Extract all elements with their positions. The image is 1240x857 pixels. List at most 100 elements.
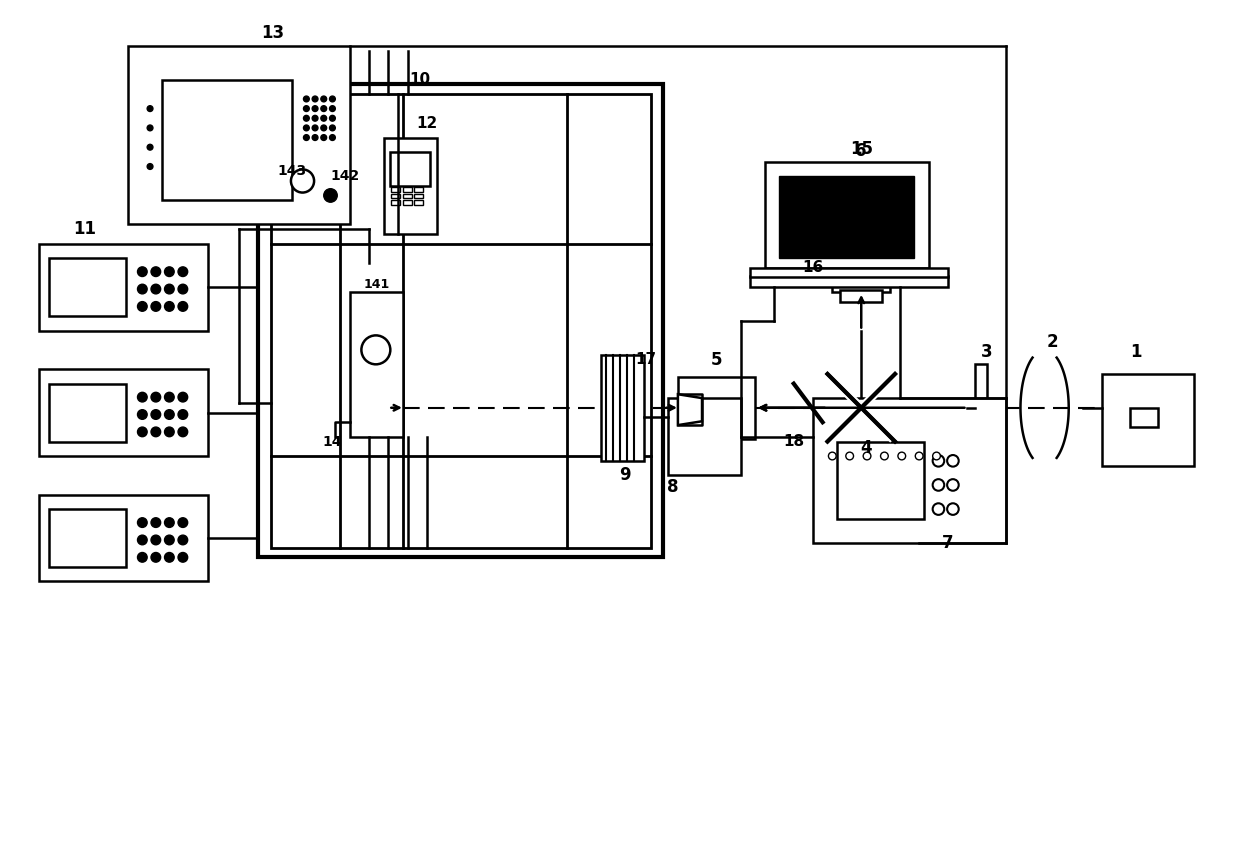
Circle shape [932, 452, 940, 460]
Circle shape [330, 135, 335, 141]
Circle shape [330, 125, 335, 131]
Circle shape [179, 410, 187, 419]
Bar [813, 399, 1006, 542]
Circle shape [324, 189, 337, 202]
Text: 16: 16 [802, 261, 823, 275]
Circle shape [165, 410, 174, 419]
Circle shape [165, 302, 174, 311]
Text: 2: 2 [1047, 333, 1058, 351]
Circle shape [179, 302, 187, 311]
Bar [832, 166, 890, 292]
Text: 6: 6 [856, 142, 867, 160]
Circle shape [179, 518, 187, 527]
Text: 141: 141 [363, 278, 389, 291]
Circle shape [932, 503, 944, 515]
Circle shape [947, 455, 959, 466]
Bar [1102, 374, 1194, 465]
Bar [161, 80, 291, 201]
Circle shape [321, 96, 326, 102]
Text: 8: 8 [667, 478, 678, 496]
Bar [839, 290, 883, 302]
Circle shape [148, 144, 153, 150]
Circle shape [138, 518, 148, 527]
Text: 143: 143 [278, 165, 306, 178]
Circle shape [846, 452, 853, 460]
Circle shape [321, 135, 326, 141]
Text: 7: 7 [942, 534, 954, 552]
Text: 17: 17 [635, 352, 657, 367]
Circle shape [151, 267, 161, 277]
Polygon shape [750, 268, 949, 278]
Text: 13: 13 [262, 24, 284, 42]
Circle shape [304, 96, 309, 102]
Circle shape [304, 125, 309, 131]
Circle shape [165, 267, 174, 277]
Circle shape [312, 116, 317, 121]
Circle shape [165, 535, 174, 545]
Circle shape [151, 410, 161, 419]
Circle shape [165, 553, 174, 562]
Circle shape [151, 553, 161, 562]
Circle shape [304, 116, 309, 121]
Circle shape [138, 393, 148, 402]
Circle shape [148, 105, 153, 111]
Circle shape [304, 135, 309, 141]
Bar [403, 201, 412, 205]
Text: 14: 14 [322, 434, 342, 448]
Bar [414, 187, 423, 192]
Circle shape [138, 285, 148, 294]
Circle shape [947, 479, 959, 491]
Text: 5: 5 [711, 351, 722, 369]
Circle shape [898, 452, 905, 460]
Bar [392, 201, 401, 205]
Circle shape [138, 535, 148, 545]
Text: 12: 12 [417, 116, 438, 130]
Circle shape [165, 427, 174, 437]
Circle shape [312, 96, 317, 102]
Circle shape [321, 125, 326, 131]
Text: 1: 1 [1131, 343, 1142, 361]
Circle shape [915, 452, 923, 460]
Text: 18: 18 [784, 434, 805, 449]
Bar [779, 177, 914, 258]
Circle shape [330, 96, 335, 102]
Bar [40, 494, 208, 581]
Bar [403, 194, 412, 198]
Bar [392, 194, 401, 198]
Text: 11: 11 [73, 220, 95, 238]
Circle shape [165, 285, 174, 294]
Circle shape [151, 302, 161, 311]
Text: 9: 9 [619, 466, 631, 484]
Circle shape [330, 116, 335, 121]
Circle shape [179, 393, 187, 402]
Bar [750, 276, 949, 287]
Circle shape [151, 285, 161, 294]
Bar [270, 94, 651, 548]
Bar [975, 364, 987, 451]
Circle shape [151, 518, 161, 527]
Circle shape [165, 518, 174, 527]
Bar [48, 384, 126, 441]
Bar [350, 292, 403, 437]
Bar [414, 194, 423, 198]
Circle shape [151, 393, 161, 402]
Circle shape [312, 125, 317, 131]
Circle shape [138, 410, 148, 419]
Bar [48, 258, 126, 316]
Bar [765, 162, 929, 268]
Bar [414, 201, 423, 205]
Bar [392, 187, 401, 192]
Bar [128, 46, 350, 225]
Bar [258, 85, 663, 557]
Circle shape [179, 535, 187, 545]
Circle shape [179, 553, 187, 562]
Bar [403, 187, 412, 192]
Text: 10: 10 [409, 72, 430, 87]
Circle shape [151, 427, 161, 437]
Circle shape [932, 479, 944, 491]
Bar [837, 441, 924, 518]
Circle shape [361, 335, 391, 364]
Bar [391, 152, 430, 186]
Circle shape [947, 503, 959, 515]
Bar [40, 369, 208, 456]
